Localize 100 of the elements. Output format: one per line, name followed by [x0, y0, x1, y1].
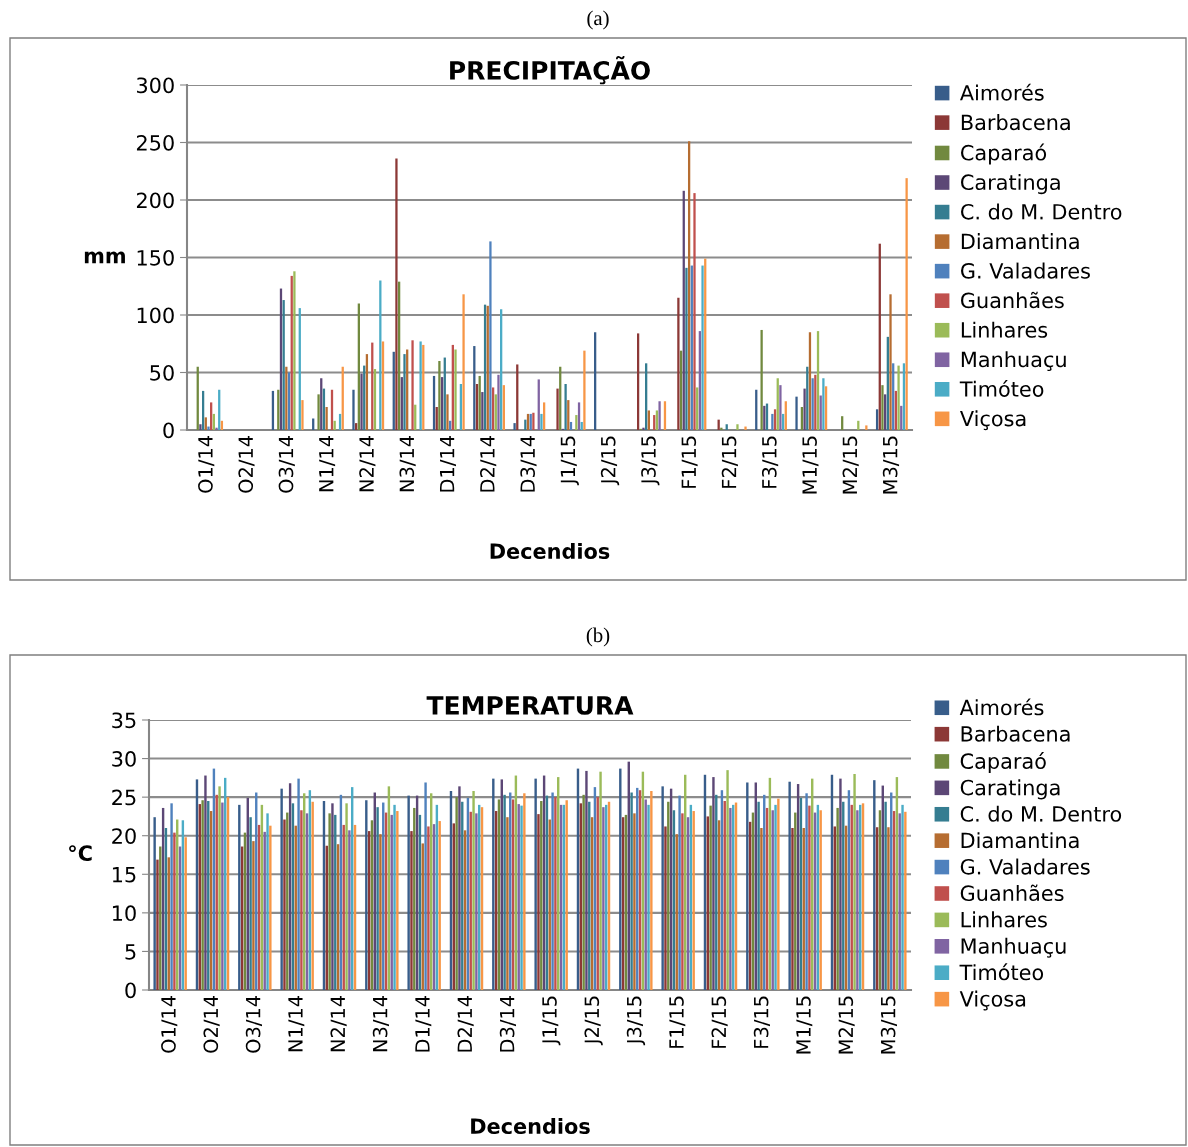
bar [693, 193, 696, 430]
bar [360, 373, 363, 430]
bar [808, 805, 811, 990]
text: (b) [586, 627, 610, 647]
bar [455, 797, 458, 990]
legend-label: Guanhães [961, 291, 1064, 309]
legend-label: Aimorés [959, 698, 1044, 716]
bar [873, 780, 876, 990]
bar [438, 821, 441, 990]
bar [156, 859, 159, 990]
x-tick-label: M1/15 [796, 996, 813, 1054]
bar [184, 837, 187, 990]
y-tick-label: 25 [112, 789, 136, 806]
bar [252, 841, 255, 990]
bar [744, 426, 747, 430]
bar [633, 813, 636, 990]
y-tick-label: 200 [136, 192, 174, 209]
bar [379, 834, 382, 990]
bar [331, 803, 334, 990]
x-tick-label: D1/14 [439, 435, 456, 492]
bar [583, 350, 586, 430]
legend-label: Barbacena [961, 114, 1070, 131]
bar [889, 294, 892, 430]
y-tick-label: 35 [112, 712, 136, 729]
bar [269, 825, 272, 990]
x-tick-label: F1/15 [669, 996, 686, 1048]
chart-title: PRECIPITAÇÃO [450, 56, 650, 85]
bar [554, 797, 557, 990]
y-tick-label: 100 [137, 307, 174, 324]
bar [736, 424, 739, 430]
legend-label: Diamantina [961, 233, 1079, 250]
bar [619, 768, 622, 990]
bar [301, 400, 304, 430]
bar [523, 793, 526, 990]
bar [760, 329, 763, 430]
bar [856, 810, 859, 990]
bar [293, 271, 296, 430]
y-tick-label: 30 [112, 751, 136, 767]
bar [692, 811, 695, 990]
x-tick-label: J3/15 [626, 996, 646, 1046]
bar [407, 795, 410, 990]
bar [283, 819, 286, 990]
x-tick-label: O1/14 [161, 995, 178, 1053]
legend-label: Caparaó [960, 752, 1046, 774]
x-tick-label: D2/14 [480, 435, 497, 492]
bar [411, 340, 414, 430]
y-axis-title: mm [84, 251, 125, 264]
bar [297, 778, 300, 990]
y-tick-label: 0 [125, 982, 136, 999]
bar [424, 782, 427, 990]
bar [678, 795, 681, 990]
bar [771, 413, 774, 430]
y-tick-label: 15 [112, 867, 136, 883]
bar [677, 297, 680, 430]
x-axis-title: Decendios [490, 542, 610, 560]
bar [712, 777, 715, 990]
bar [746, 782, 749, 990]
legend-label: Linhares [961, 911, 1047, 928]
bar [630, 792, 633, 990]
bar [884, 801, 887, 990]
bar [218, 786, 221, 990]
x-tick-label: M2/15 [838, 996, 855, 1054]
bar [839, 778, 842, 990]
legend-label: Diamantina [961, 832, 1079, 849]
bar [376, 807, 379, 990]
bar [311, 801, 314, 990]
bar [325, 407, 328, 430]
bar [650, 790, 653, 990]
bar [393, 804, 396, 990]
legend-label: Linhares [961, 321, 1048, 338]
bar [497, 374, 500, 430]
bar [204, 417, 207, 430]
legend-label: Viçosa [960, 410, 1026, 431]
bar [897, 365, 900, 430]
bar [395, 158, 398, 430]
x-tick-label: J2/15 [584, 996, 603, 1046]
x-tick-label: N1/14 [288, 995, 305, 1052]
bar [446, 394, 449, 430]
bar [658, 401, 661, 430]
x-tick-label: O2/14 [203, 995, 220, 1053]
bar [664, 826, 667, 990]
bar [887, 827, 890, 990]
x-tick-label: F2/15 [721, 436, 738, 488]
bar [462, 294, 465, 430]
bar [221, 802, 224, 990]
legend-label: Manhuaçu [961, 351, 1066, 372]
x-tick-label: M2/15 [842, 436, 859, 494]
bar [481, 392, 484, 430]
y-tick-label: 10 [112, 905, 136, 922]
bar [475, 813, 478, 990]
chart-title: TEMPERATURA [426, 696, 634, 715]
bar [551, 792, 554, 990]
x-tick-label: D2/14 [457, 995, 474, 1052]
x-tick-label: J1/15 [560, 436, 579, 486]
legend-label: Aimorés [960, 83, 1044, 101]
bar [489, 241, 492, 430]
bar [661, 786, 664, 990]
x-tick-label: F3/15 [761, 436, 779, 488]
bar [805, 793, 808, 990]
bar [701, 265, 704, 430]
